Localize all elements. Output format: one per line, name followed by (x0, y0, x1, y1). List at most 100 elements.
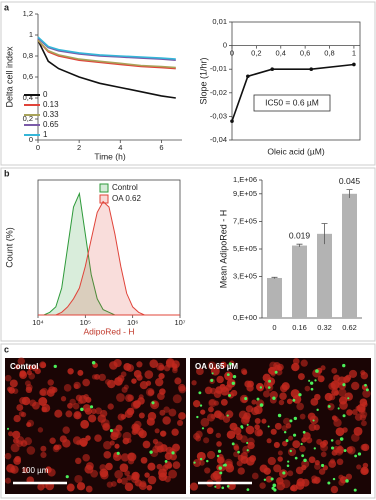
lipid-droplet (285, 439, 289, 443)
bar (342, 193, 357, 318)
cell (9, 379, 18, 388)
lipid-droplet (332, 477, 336, 481)
lipid-droplet (228, 393, 232, 397)
cell (217, 412, 225, 420)
lipid-droplet (277, 413, 282, 418)
cell (20, 411, 27, 418)
cell (346, 446, 353, 454)
lipid-droplet (286, 464, 290, 468)
lipid-droplet (300, 442, 303, 446)
lipid-droplet (214, 485, 217, 488)
cell (299, 413, 306, 420)
cell (40, 362, 47, 369)
cell (147, 462, 156, 471)
cell (142, 440, 151, 449)
cell (123, 363, 132, 371)
cell (335, 427, 345, 437)
cell (126, 474, 133, 481)
y-tick-label: 1,E+06 (233, 175, 257, 184)
cell (103, 440, 112, 450)
lipid-droplet (289, 449, 292, 453)
cell (177, 419, 184, 427)
cell (114, 377, 123, 386)
error-bar (271, 276, 278, 279)
lipid-droplet (270, 477, 274, 481)
y-tick-label: 0,6 (23, 72, 33, 81)
cell (84, 464, 94, 474)
cell (62, 439, 71, 448)
x-tick-label: 10⁵ (80, 318, 91, 327)
lipid-droplet (283, 430, 287, 434)
lipid-droplet (274, 370, 278, 374)
micrograph-label: OA 0.65 µM (195, 362, 238, 371)
lipid-droplet (343, 449, 347, 452)
cell (215, 386, 223, 394)
cell (82, 453, 90, 462)
cell (126, 407, 135, 416)
lipid-droplet (268, 379, 271, 383)
cell (304, 385, 311, 392)
cell (49, 437, 56, 444)
cell (168, 408, 177, 417)
cell (146, 484, 153, 491)
plot-frame (231, 21, 361, 141)
annotation-box (253, 94, 331, 112)
cell (124, 470, 130, 477)
cell (353, 426, 363, 436)
cell (206, 427, 214, 435)
series-line (37, 39, 176, 99)
cell (215, 483, 221, 490)
cell (174, 377, 182, 385)
lipid-droplet (357, 452, 362, 456)
lipid-droplet (302, 430, 306, 434)
lipid-droplet (199, 404, 203, 407)
lipid-droplet (327, 404, 331, 408)
cell (333, 418, 342, 427)
lipid-droplet (330, 446, 335, 450)
cell (146, 417, 155, 426)
cell (288, 435, 294, 441)
lipid-droplet (211, 372, 214, 375)
cell (27, 365, 33, 371)
series-line (37, 39, 176, 70)
lipid-droplet (231, 381, 236, 385)
p-value: 0.019 (289, 230, 311, 240)
lipid-droplet (164, 459, 168, 463)
point (352, 62, 356, 67)
lipid-droplet (116, 451, 120, 455)
cell (346, 409, 353, 416)
cell (106, 481, 113, 488)
cell (24, 437, 33, 446)
cell (63, 384, 72, 392)
lipid-droplet (221, 486, 225, 490)
cell (19, 370, 27, 377)
cell (168, 469, 178, 479)
cell (106, 379, 116, 389)
cell (27, 419, 35, 427)
cell (120, 453, 130, 462)
lipid-droplet (109, 429, 114, 433)
cell (133, 400, 141, 408)
cell (32, 401, 40, 410)
cell (225, 410, 234, 419)
cell (335, 439, 341, 445)
cell (117, 413, 125, 421)
cell (285, 423, 292, 429)
cell (109, 361, 118, 370)
legend-label: 1 (43, 130, 48, 139)
lipid-droplet (259, 386, 263, 389)
x-tick-label: 0.16 (292, 323, 307, 332)
lipid-droplet (364, 383, 367, 387)
cell (299, 445, 306, 453)
y-tick-label: 0,8 (23, 51, 33, 60)
cell (147, 475, 157, 485)
x-tick-label: 10⁶ (127, 318, 138, 327)
lipid-droplet (316, 408, 319, 412)
cell (324, 392, 333, 402)
cell (297, 373, 305, 381)
cell (303, 432, 311, 440)
lipid-droplet (244, 397, 248, 401)
x-axis-label: Oleic acid (µM) (267, 146, 324, 156)
lipid-droplet (365, 388, 369, 392)
